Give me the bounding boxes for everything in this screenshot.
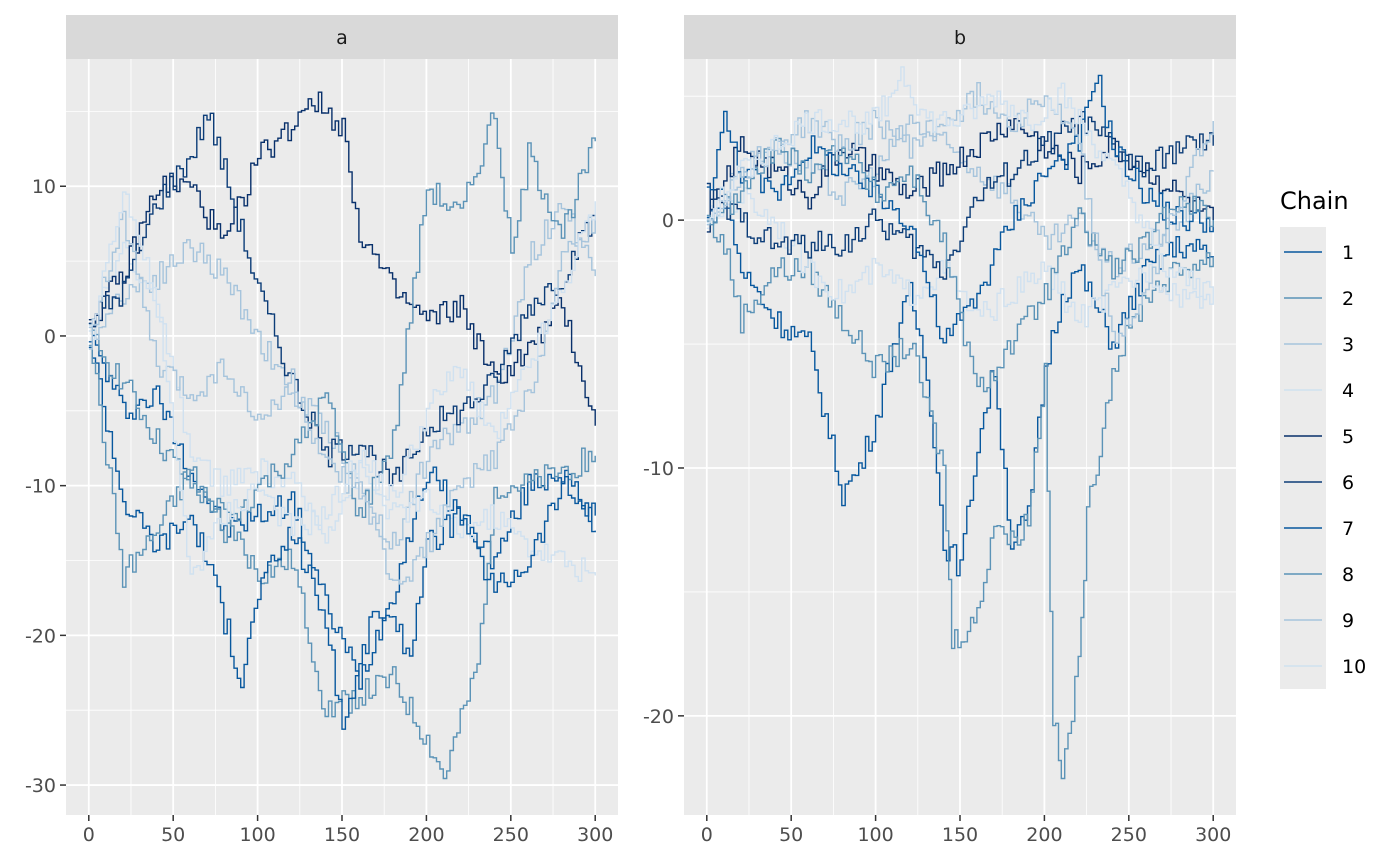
series-group [88, 91, 596, 780]
series-group [706, 66, 1214, 780]
x-tick-label: 250 [1111, 824, 1147, 846]
legend-label: 8 [1342, 564, 1354, 586]
legend-label: 1 [1342, 242, 1354, 264]
legend-label: 9 [1342, 610, 1354, 632]
series-line-chain-2 [88, 323, 596, 780]
x-tick-label: 300 [577, 824, 613, 846]
facet-strip-label: b [954, 27, 966, 49]
x-tick-label: 0 [701, 824, 713, 846]
facet-strip [684, 15, 1236, 59]
y-tick-label: -10 [643, 458, 674, 480]
legend: Chain 1 2 3 4 5 6 7 8 9 10 [1280, 187, 1366, 689]
series-line-chain-7 [88, 341, 596, 730]
legend-label: 7 [1342, 518, 1354, 540]
legend-title: Chain [1280, 187, 1349, 215]
legend-label: 4 [1342, 380, 1354, 402]
x-tick-label: 250 [493, 824, 529, 846]
legend-label: 2 [1342, 288, 1354, 310]
series-line-chain-10 [706, 66, 1214, 305]
y-tick-label: -20 [643, 706, 674, 728]
legend-key-background [1280, 227, 1326, 689]
x-tick-label: 150 [942, 824, 978, 846]
y-tick-label: 0 [44, 326, 56, 348]
legend-label: 5 [1342, 426, 1354, 448]
x-tick-label: 100 [239, 824, 275, 846]
facet-strip [66, 15, 618, 59]
series-line-chain-5 [706, 118, 1214, 233]
x-tick-label: 200 [1026, 824, 1062, 846]
panel-b: b 0 50 100 150 200 250 300 0 -10 -20 [643, 15, 1236, 846]
series-line-chain-2 [706, 217, 1214, 780]
y-tick-label: -30 [25, 775, 56, 797]
y-tick-label: -10 [25, 476, 56, 498]
legend-label: 3 [1342, 334, 1354, 356]
series-line-chain-6 [706, 111, 1214, 280]
series-line-chain-9 [88, 210, 596, 585]
legend-label: 10 [1342, 656, 1366, 678]
y-tick-label: -20 [25, 625, 56, 647]
y-tick-label: 0 [662, 210, 674, 232]
series-line-chain-7 [706, 74, 1214, 344]
x-tick-label: 50 [161, 824, 185, 846]
legend-label: 6 [1342, 472, 1354, 494]
x-tick-label: 0 [83, 824, 95, 846]
x-tick-label: 50 [779, 824, 803, 846]
series-line-chain-8 [706, 137, 1214, 393]
x-tick-label: 200 [408, 824, 444, 846]
x-tick-label: 150 [324, 824, 360, 846]
series-line-chain-8 [88, 112, 596, 588]
series-line-chain-1 [706, 188, 1214, 577]
y-tick-label: 10 [32, 176, 56, 198]
x-tick-label: 100 [857, 824, 893, 846]
series-line-chain-6 [88, 112, 596, 487]
series-line-chain-1 [88, 334, 596, 690]
facet-strip-label: a [336, 27, 348, 49]
x-tick-label: 300 [1195, 824, 1231, 846]
series-line-chain-10 [88, 191, 596, 575]
